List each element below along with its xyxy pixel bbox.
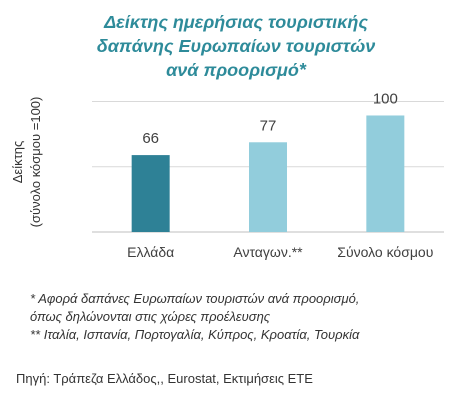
source-note: Πηγή: Τράπεζα Ελλάδος,, Eurostat, Εκτιμή… bbox=[16, 371, 313, 386]
chart-title: Δείκτης ημερήσιας τουριστικής δαπάνης Ευ… bbox=[40, 10, 432, 82]
chart-title-line: ανά προορισμό* bbox=[166, 60, 306, 80]
bar-chart: 66 Ελλάδα 77 Ανταγων.** 100 Σύνολο κόσμου Δεί… bbox=[10, 90, 444, 260]
bar bbox=[131, 155, 170, 232]
footnote-line: * Αφορά δαπάνες Ευρωπαίων τουριστών ανά … bbox=[30, 291, 360, 306]
bar bbox=[249, 142, 287, 232]
data-label: 100 bbox=[373, 90, 398, 107]
footnote-line: όπως δηλώνονται στις χώρες προέλευσης bbox=[30, 309, 271, 324]
y-axis-label-line2: (σύνολο κόσμου =100) bbox=[28, 97, 43, 228]
data-label: 77 bbox=[260, 117, 277, 134]
footnote-line: ** Ιταλία, Ισπανία, Πορτογαλία, Κύπρος, … bbox=[30, 327, 360, 342]
chart-title-line: Δείκτης ημερήσιας τουριστικής bbox=[104, 12, 368, 32]
chart-title-line: δαπάνης Ευρωπαίων τουριστών bbox=[96, 36, 376, 56]
x-tick-label: Ελλάδα bbox=[127, 244, 174, 260]
bar bbox=[366, 115, 405, 232]
footnotes: * Αφορά δαπάνες Ευρωπαίων τουριστών ανά … bbox=[30, 290, 460, 344]
x-tick-label: Ανταγων.** bbox=[233, 244, 303, 260]
data-label: 66 bbox=[142, 130, 159, 147]
y-axis-label-line1: Δείκτης bbox=[10, 141, 25, 184]
bars: 66 Ελλάδα 77 Ανταγων.** 100 Σύνολο κόσμου bbox=[127, 90, 433, 260]
x-tick-label: Σύνολο κόσμου bbox=[337, 244, 433, 260]
y-axis-label: Δείκτης (σύνολο κόσμου =100) bbox=[10, 97, 43, 228]
